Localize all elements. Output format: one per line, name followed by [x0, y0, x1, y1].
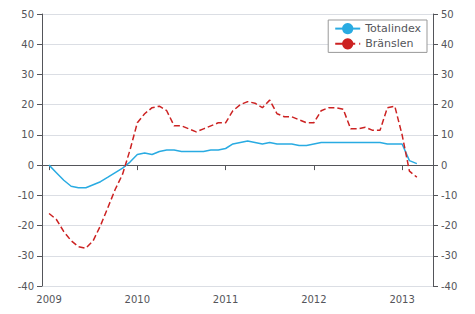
svg-text:-30: -30: [441, 250, 457, 261]
svg-text:30: 30: [21, 69, 34, 80]
svg-text:-40: -40: [441, 281, 457, 292]
svg-text:10: 10: [21, 129, 34, 140]
svg-text:Bränslen: Bränslen: [365, 37, 413, 50]
svg-text:-10: -10: [18, 190, 34, 201]
svg-text:20: 20: [441, 99, 454, 110]
svg-text:50: 50: [441, 9, 454, 20]
svg-text:20: 20: [21, 99, 34, 110]
svg-text:2009: 2009: [36, 294, 61, 305]
svg-text:-30: -30: [18, 250, 34, 261]
svg-text:2013: 2013: [389, 294, 414, 305]
svg-text:-40: -40: [18, 281, 34, 292]
svg-text:30: 30: [441, 69, 454, 80]
svg-text:Totalindex: Totalindex: [364, 22, 421, 35]
svg-text:40: 40: [441, 39, 454, 50]
svg-text:0: 0: [441, 160, 447, 171]
svg-text:10: 10: [441, 129, 454, 140]
svg-text:-20: -20: [441, 220, 457, 231]
svg-text:-20: -20: [18, 220, 34, 231]
svg-text:2012: 2012: [301, 294, 326, 305]
svg-text:0: 0: [28, 160, 34, 171]
svg-text:-10: -10: [441, 190, 457, 201]
svg-text:40: 40: [21, 39, 34, 50]
svg-text:50: 50: [21, 9, 34, 20]
svg-text:2011: 2011: [213, 294, 238, 305]
svg-text:2010: 2010: [125, 294, 150, 305]
